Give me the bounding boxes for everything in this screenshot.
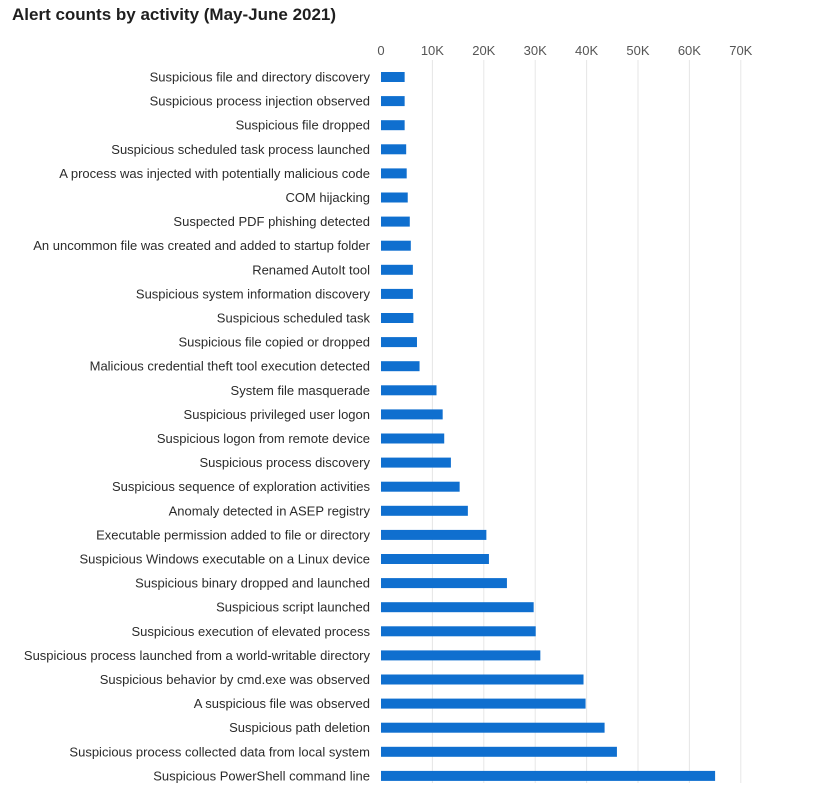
category-label: Suspicious scheduled task [217,311,371,326]
category-label: Malicious credential theft tool executio… [90,359,370,374]
x-tick-label: 0 [377,43,384,58]
bar[interactable] [381,481,460,492]
category-label: A process was injected with potentially … [59,166,370,181]
bar[interactable] [381,722,605,733]
category-label: Suspicious logon from remote device [157,431,370,446]
bar[interactable] [381,216,410,227]
bar[interactable] [381,144,407,155]
x-tick-label: 60K [678,43,701,58]
category-label: COM hijacking [285,190,370,205]
bars [381,72,716,781]
bar[interactable] [381,288,413,299]
category-label: A suspicious file was observed [194,696,370,711]
x-axis-ticks: 0 10K 20K 30K 40K 50K 60K 70K [377,43,752,58]
category-label: Suspicious process injection observed [150,94,370,109]
category-label: Suspicious scheduled task process launch… [111,142,370,157]
bar[interactable] [381,529,487,540]
category-label: Suspicious process collected data from l… [69,744,370,759]
category-label: Suspicious Windows executable on a Linux… [79,552,370,567]
x-tick-label: 20K [472,43,495,58]
bar[interactable] [381,433,445,444]
category-label: An uncommon file was created and added t… [33,238,370,253]
category-label: Suspicious privileged user logon [184,407,370,422]
category-label: Suspicious script launched [216,600,370,615]
bar[interactable] [381,337,417,348]
x-tick-label: 50K [626,43,649,58]
bar[interactable] [381,192,408,203]
bar[interactable] [381,361,420,372]
category-label: Suspicious file dropped [236,118,370,133]
gridlines [431,60,742,783]
bar[interactable] [381,650,541,661]
category-label: Suspicious process launched from a world… [24,648,371,663]
category-label: Suspicious file and directory discovery [150,70,371,85]
x-tick-label: 70K [729,43,752,58]
bar[interactable] [381,313,414,323]
bar[interactable] [381,120,405,131]
bar[interactable] [381,168,407,179]
bar[interactable] [381,240,411,251]
category-label: Suspicious process discovery [199,455,370,470]
bar[interactable] [381,698,586,709]
category-label: Suspected PDF phishing detected [173,214,370,229]
bar[interactable] [381,674,584,685]
category-label: Executable permission added to file or d… [96,527,370,542]
category-label: Renamed AutoIt tool [252,262,370,277]
bar[interactable] [381,626,536,637]
bar[interactable] [381,264,413,275]
category-label: Suspicious file copied or dropped [178,335,370,350]
category-label: Suspicious execution of elevated process [132,624,371,639]
category-label: Suspicious sequence of exploration activ… [112,479,370,494]
x-tick-label: 40K [575,43,598,58]
bar[interactable] [381,72,405,82]
chart-title: Alert counts by activity (May-June 2021) [12,5,337,24]
x-tick-label: 10K [421,43,444,58]
category-label: Anomaly detected in ASEP registry [169,503,371,518]
bar[interactable] [381,505,468,516]
category-label: System file masquerade [231,383,370,398]
bar[interactable] [381,96,405,107]
bar[interactable] [381,385,437,396]
bar[interactable] [381,602,534,613]
category-labels: Suspicious file and directory discovery S… [24,70,371,784]
category-label: Suspicious behavior by cmd.exe was obser… [100,672,370,687]
category-label: Suspicious path deletion [229,720,370,735]
bar[interactable] [381,578,507,589]
category-label: Suspicious binary dropped and launched [135,576,370,591]
bar[interactable] [381,554,489,564]
bar[interactable] [381,770,716,781]
x-tick-label: 30K [524,43,547,58]
category-label: Suspicious PowerShell command line [153,768,370,783]
bar[interactable] [381,746,617,757]
category-label: Suspicious system information discovery [136,286,371,301]
bar[interactable] [381,409,443,420]
bar[interactable] [381,457,451,468]
